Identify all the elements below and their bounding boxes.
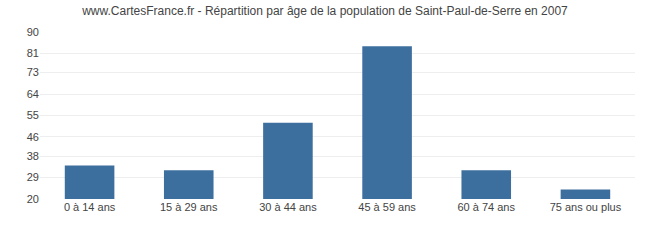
svg-text:90: 90: [27, 26, 39, 38]
svg-text:60 à 74 ans: 60 à 74 ans: [458, 201, 516, 213]
svg-text:30 à 44 ans: 30 à 44 ans: [259, 201, 317, 213]
svg-text:45 à 59 ans: 45 à 59 ans: [358, 201, 416, 213]
svg-text:www.CartesFrance.fr - Répartit: www.CartesFrance.fr - Répartition par âg…: [81, 4, 568, 18]
svg-text:46: 46: [27, 131, 39, 143]
svg-text:55: 55: [27, 109, 39, 121]
svg-text:73: 73: [27, 66, 39, 78]
svg-text:20: 20: [27, 193, 39, 205]
svg-text:64: 64: [27, 88, 39, 100]
svg-text:75 ans ou plus: 75 ans ou plus: [550, 201, 622, 213]
svg-text:81: 81: [27, 47, 39, 59]
svg-text:0 à 14 ans: 0 à 14 ans: [64, 201, 116, 213]
svg-text:15 à 29 ans: 15 à 29 ans: [160, 201, 218, 213]
svg-text:29: 29: [27, 171, 39, 183]
svg-text:38: 38: [27, 150, 39, 162]
